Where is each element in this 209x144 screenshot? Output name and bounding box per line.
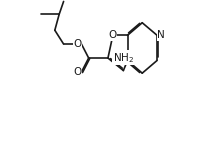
Text: O: O [73, 67, 82, 77]
Text: O: O [109, 30, 117, 40]
Text: NH$_2$: NH$_2$ [113, 51, 134, 65]
Text: N: N [157, 30, 165, 40]
Text: O: O [73, 39, 82, 49]
